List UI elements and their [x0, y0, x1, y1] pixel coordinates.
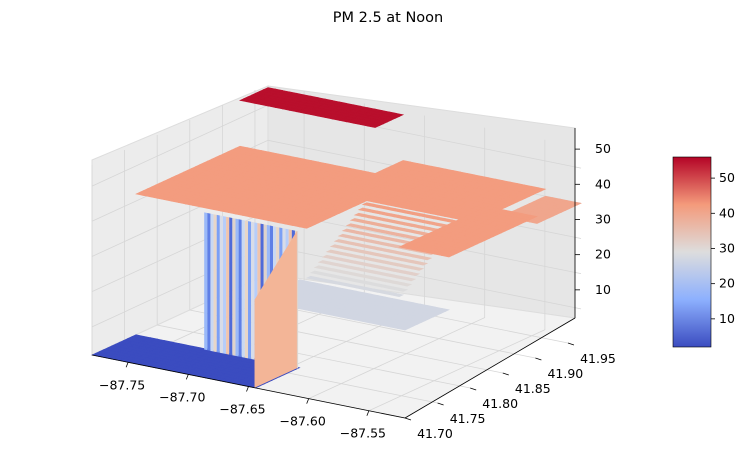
y-tick-label: 41.75 — [450, 411, 486, 426]
wall-stripe — [232, 218, 236, 356]
x-tick-label: −87.65 — [219, 402, 265, 417]
y-tick-label: 41.90 — [547, 366, 583, 381]
surface-patch — [399, 282, 413, 287]
z-tick-label: 50 — [595, 141, 611, 156]
wall-stripe — [204, 212, 208, 351]
surface-plot — [91, 87, 582, 389]
wall-side — [254, 230, 297, 388]
colorbar — [672, 156, 712, 348]
surface-patch — [367, 124, 381, 128]
wall-stripe — [210, 213, 214, 352]
y-tick-label: 41.85 — [515, 381, 551, 396]
z-tick-label: 10 — [595, 282, 611, 297]
surface-patch — [403, 277, 417, 282]
surface-patch — [411, 266, 425, 271]
surface-patch — [419, 256, 433, 261]
colorbar-tick-label: 20 — [719, 276, 735, 291]
colorbar-tick-label: 40 — [719, 205, 735, 220]
y-tick-label: 41.80 — [482, 396, 518, 411]
wall-stripe — [216, 214, 220, 353]
wall-stripe — [244, 220, 249, 359]
x-tick-label: −87.75 — [99, 377, 145, 392]
colorbar-tick-label: 50 — [719, 170, 735, 185]
surface-patch — [395, 287, 409, 292]
y-axis-line — [404, 317, 576, 419]
x-tick-mark — [246, 386, 249, 392]
x-tick-label: −87.70 — [159, 389, 205, 404]
y-tick-label: 41.95 — [580, 351, 616, 366]
y-tick-mark — [470, 387, 477, 391]
surface-patch — [298, 224, 312, 229]
x-ticks: −87.75 −87.70 −87.65 −87.60 −87.55 — [99, 362, 386, 441]
wall-stripe — [235, 218, 239, 357]
wall-stripe — [229, 217, 233, 356]
surface-patch — [391, 293, 405, 297]
x-tick-mark — [185, 374, 189, 380]
colorbar-ticks: 10 20 30 40 50 — [711, 170, 735, 326]
z-tick-label: 30 — [595, 211, 611, 226]
z-tick-label: 40 — [595, 176, 611, 191]
colorbar-tick-label: 10 — [719, 311, 735, 326]
x-tick-mark — [125, 362, 129, 368]
x-tick-mark — [366, 410, 370, 416]
wall-stripe — [238, 219, 242, 358]
wall-stripe — [213, 214, 217, 353]
wall-stripe — [207, 212, 211, 351]
x-tick-label: −87.60 — [280, 414, 326, 429]
wall-stripe — [222, 216, 227, 354]
surface-patch — [528, 219, 542, 224]
wall-stripe — [219, 215, 223, 354]
y-tick-mark — [404, 417, 412, 421]
y-tick-label: 41.70 — [417, 426, 453, 441]
y-tick-mark — [502, 372, 509, 376]
chart-title: PM 2.5 at Noon — [333, 10, 444, 26]
wall-stripe — [241, 219, 245, 358]
surface-patch — [440, 253, 454, 258]
z-ticks: 10 20 30 40 50 — [575, 141, 611, 297]
surface-patch — [407, 272, 421, 276]
y-tick-mark — [535, 357, 542, 361]
surface-patch — [415, 261, 429, 266]
surface-patch — [396, 326, 410, 331]
y-tick-mark — [567, 342, 575, 346]
y-tick-mark — [437, 402, 444, 406]
wall-stripe — [248, 221, 252, 360]
colorbar-tick-label: 30 — [719, 240, 735, 255]
wall-stripe — [251, 221, 255, 360]
z-tick-label: 20 — [595, 247, 611, 262]
x-tick-label: −87.55 — [340, 426, 386, 441]
wall-stripe — [226, 216, 230, 355]
x-tick-mark — [306, 398, 310, 404]
